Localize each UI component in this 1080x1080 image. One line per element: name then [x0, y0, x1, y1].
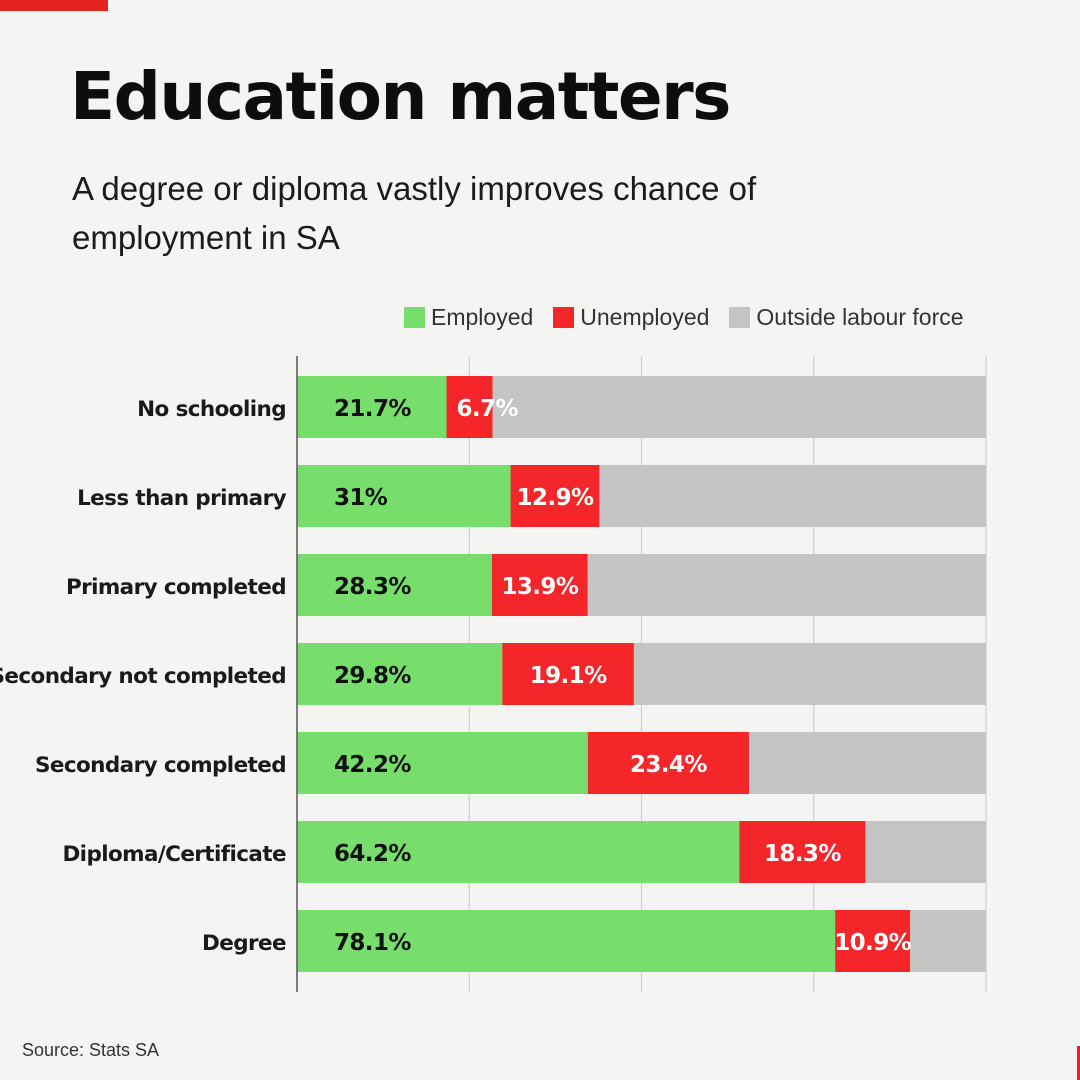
bar-segment-unemployed [502, 643, 634, 705]
corner-accent [1077, 1046, 1080, 1080]
legend-swatch-unemployed [553, 307, 575, 328]
data-label-unemployed: 18.3% [764, 841, 841, 867]
bar-segment-unemployed [739, 821, 866, 883]
data-label-unemployed: 13.9% [501, 574, 578, 600]
bar-segment-outside [910, 910, 986, 972]
category-label: Less than primary [77, 486, 287, 511]
data-label-unemployed: 6.7% [457, 396, 519, 422]
bar-segment-outside [865, 821, 986, 883]
legend-label-employed: Employed [431, 304, 534, 330]
chart-legend: Employed Unemployed Outside labour force [404, 304, 964, 331]
bar-segment-employed [297, 732, 588, 794]
bar-segment-unemployed [587, 732, 749, 794]
stacked-bar-chart: No schooling 21.7% 6.7% Less than primary 31… [0, 356, 987, 992]
data-label-unemployed: 19.1% [530, 663, 607, 689]
category-label: Primary completed [66, 575, 286, 600]
bar-segment-unemployed [491, 554, 588, 616]
legend-swatch-outside [729, 307, 751, 328]
brand-accent-bar [0, 0, 108, 11]
bar-segment-employed [297, 554, 492, 616]
bar-segment-employed [297, 465, 511, 527]
bar-segment-outside [633, 643, 986, 705]
bar-segment-unemployed [510, 465, 600, 527]
chart-title: Education matters [70, 58, 731, 135]
data-label-employed: 78.1% [334, 930, 411, 956]
data-label-employed: 29.8% [334, 663, 411, 689]
bar-segment-employed [297, 910, 836, 972]
chart-subtitle: A degree or diploma vastly improves chan… [72, 170, 757, 256]
bar-segment-outside [587, 554, 986, 616]
category-label: No schooling [137, 397, 286, 422]
category-label: Diploma/Certificate [62, 842, 286, 867]
data-label-employed: 42.2% [334, 752, 411, 778]
bar-segment-unemployed [446, 376, 493, 438]
legend-label-unemployed: Unemployed [580, 304, 710, 330]
bar-segment-employed [297, 643, 503, 705]
source-note: Source: Stats SA [22, 1040, 160, 1060]
bar-segment-outside [492, 376, 986, 438]
bar-segment-unemployed [835, 910, 911, 972]
bar-segment-employed [297, 376, 447, 438]
category-label: Secondary not completed [0, 664, 286, 689]
data-label-employed: 31% [334, 485, 388, 511]
legend-item-employed: Employed [404, 304, 533, 331]
legend-item-unemployed: Unemployed [553, 304, 709, 331]
bar-segment-outside [599, 465, 986, 527]
data-label-unemployed: 12.9% [517, 485, 594, 511]
bar-segment-employed [297, 821, 740, 883]
legend-label-outside: Outside labour force [756, 304, 964, 330]
category-label: Degree [202, 931, 286, 956]
legend-swatch-employed [404, 307, 425, 328]
data-label-unemployed: 23.4% [630, 752, 707, 778]
legend-item-outside: Outside labour force [729, 304, 964, 331]
category-label: Secondary completed [35, 753, 286, 778]
data-label-employed: 21.7% [334, 396, 411, 422]
data-label-employed: 28.3% [334, 574, 411, 600]
data-label-employed: 64.2% [334, 841, 411, 867]
bar-segment-outside [748, 732, 986, 794]
data-label-unemployed: 10.9% [834, 930, 911, 956]
